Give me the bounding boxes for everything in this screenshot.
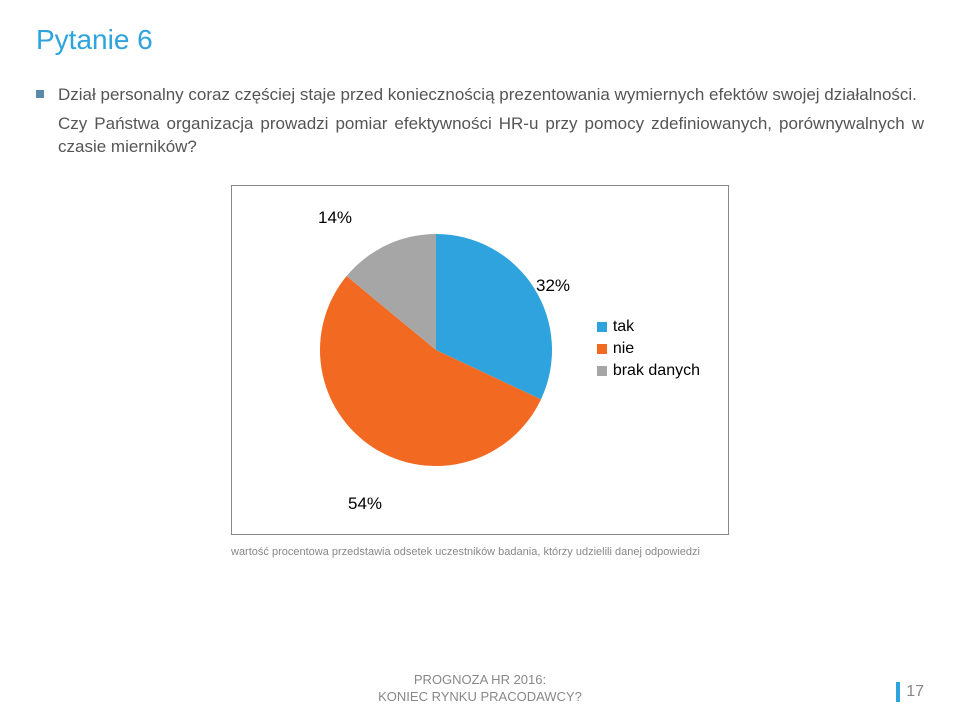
intro-row: Dział personalny coraz częściej staje pr…: [36, 84, 924, 107]
legend-item: tak: [597, 318, 700, 336]
legend-label: brak danych: [613, 362, 700, 380]
pie-slice-label: 14%: [318, 208, 352, 228]
page-title: Pytanie 6: [36, 24, 924, 56]
pie-svg-wrap: [320, 234, 552, 466]
bullet-icon: [36, 90, 44, 98]
intro-text: Dział personalny coraz częściej staje pr…: [58, 84, 917, 107]
page-number-text: 17: [906, 683, 924, 701]
question-text: Czy Państwa organizacja prowadzi pomiar …: [58, 113, 924, 159]
page-number-bar: [896, 682, 900, 702]
pie-slice-label: 54%: [348, 494, 382, 514]
page-number: 17: [896, 682, 924, 702]
pie-chart: 32% 54% 14% tak nie brak danych: [246, 200, 714, 520]
legend-swatch: [597, 344, 607, 354]
pie-slice-label: 32%: [536, 276, 570, 296]
pie-chart-container: 32% 54% 14% tak nie brak danych: [231, 185, 729, 535]
legend-label: tak: [613, 318, 634, 336]
legend: tak nie brak danych: [597, 318, 700, 384]
legend-item: brak danych: [597, 362, 700, 380]
footer-line1: PROGNOZA HR 2016:: [0, 672, 960, 689]
legend-item: nie: [597, 340, 700, 358]
footer-line2: KONIEC RYNKU PRACODAWCY?: [0, 689, 960, 706]
chart-caption: wartość procentowa przedstawia odsetek u…: [231, 545, 729, 559]
footer: PROGNOZA HR 2016: KONIEC RYNKU PRACODAWC…: [0, 672, 960, 706]
legend-label: nie: [613, 340, 634, 358]
legend-swatch: [597, 322, 607, 332]
legend-swatch: [597, 366, 607, 376]
